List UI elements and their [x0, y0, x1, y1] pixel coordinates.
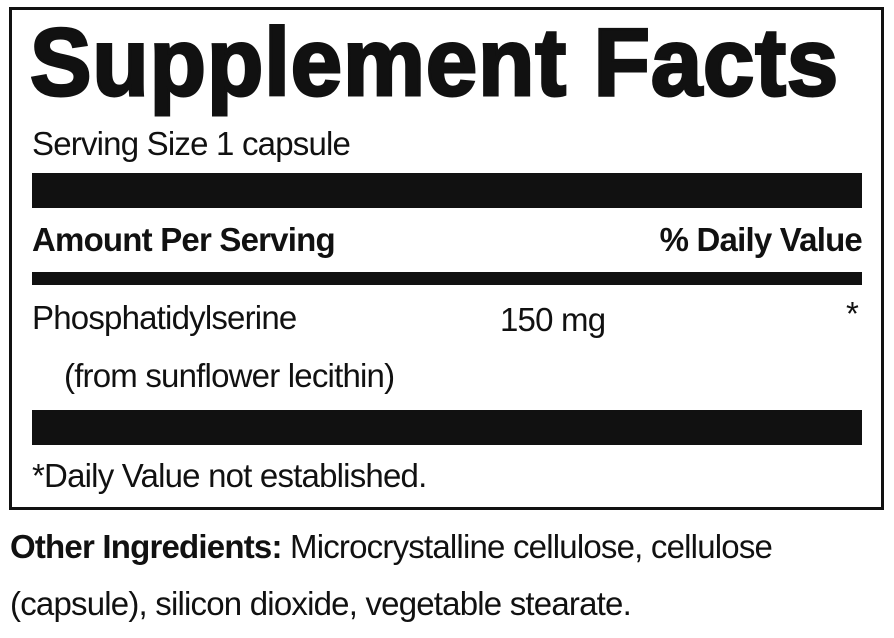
other-ingredients-line1: Other Ingredients: Microcrystalline cell… [10, 527, 773, 567]
other-ingredients-label: Other Ingredients: [10, 528, 282, 565]
nutrient-dv: * [845, 295, 859, 332]
panel-title: Supplement Facts [29, 8, 840, 118]
nutrient-source: (from sunflower lecithin) [64, 357, 395, 394]
other-ingredients-line2: (capsule), silicon dioxide, vegetable st… [10, 585, 632, 622]
nutrient-name: Phosphatidylserine [32, 299, 297, 336]
nutrient-amount: 150 mg [500, 301, 606, 338]
medium-divider [32, 272, 862, 285]
amount-per-serving-label: Amount Per Serving [32, 221, 336, 258]
serving-size: Serving Size 1 capsule [32, 125, 351, 162]
supplement-facts-panel [9, 7, 884, 510]
thick-divider [32, 173, 862, 208]
thick-divider-bottom [32, 410, 862, 445]
other-ingredients-text: Microcrystalline cellulose, cellulose [290, 528, 773, 565]
footnote: *Daily Value not established. [32, 457, 427, 494]
daily-value-label: % Daily Value [659, 221, 863, 258]
